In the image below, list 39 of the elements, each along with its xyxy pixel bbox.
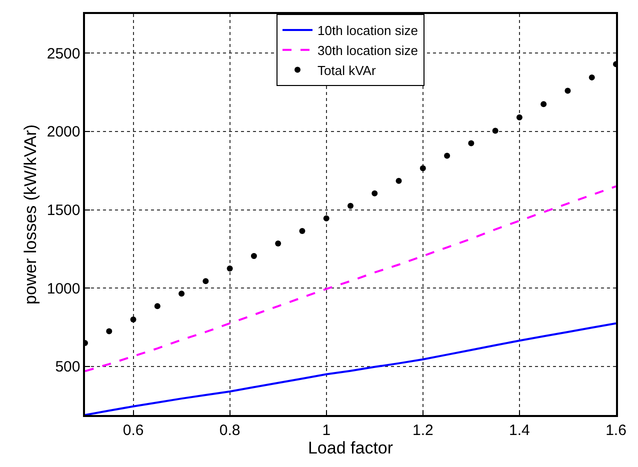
point — [250, 253, 257, 260]
y-tick-label: 1000 — [46, 280, 80, 298]
point — [468, 140, 474, 146]
x-tick-label: 1.2 — [412, 422, 434, 439]
line-series — [85, 322, 616, 415]
point — [226, 266, 233, 272]
x-tick-label: 0.8 — [219, 422, 240, 439]
point — [202, 278, 209, 284]
point — [492, 128, 498, 134]
y-tick-label: 500 — [55, 358, 80, 376]
x-tick-label: 1.4 — [509, 422, 530, 439]
legend-label: Total kVAr — [318, 62, 376, 78]
point — [372, 190, 378, 196]
point — [564, 88, 571, 94]
point — [444, 152, 450, 159]
point — [396, 178, 402, 184]
legend-label: 30th location size — [318, 42, 418, 58]
line-series — [85, 185, 616, 372]
point — [588, 74, 595, 80]
x-axis-title: Load factor — [308, 438, 394, 458]
point — [130, 316, 136, 322]
y-tick-label: 1500 — [46, 202, 80, 220]
point — [420, 165, 426, 172]
point — [348, 202, 354, 209]
point — [323, 215, 330, 222]
x-tick-label: 1.6 — [606, 422, 626, 439]
point — [540, 101, 547, 108]
point — [516, 114, 522, 120]
point — [275, 240, 282, 246]
legend-label: 10th location size — [318, 23, 418, 38]
point — [106, 328, 112, 334]
point — [154, 303, 160, 310]
y-tick-label: 2500 — [46, 45, 80, 62]
x-tick-label: 0.6 — [122, 422, 144, 439]
y-axis-title: power losses (kW/kVAr) — [20, 124, 40, 305]
y-tick-label: 2000 — [46, 124, 80, 141]
point — [178, 290, 185, 297]
x-tick-label: 1 — [322, 422, 331, 439]
point — [299, 228, 306, 234]
